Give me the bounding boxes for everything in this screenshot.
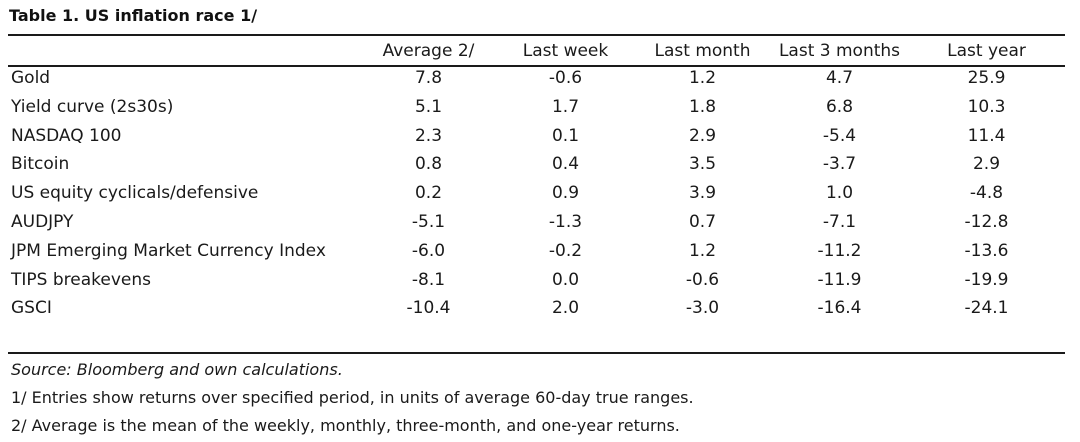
value-cell: 0.8	[414, 154, 443, 175]
value-cell: -11.2	[817, 240, 862, 261]
value-cell: 25.9	[967, 68, 1006, 88]
value-cell: 0.4	[551, 154, 580, 175]
value-cell: 4.7	[825, 68, 854, 88]
footnote-2: 2/ Average is the mean of the weekly, mo…	[11, 416, 680, 435]
column-header: Average 2/	[382, 41, 475, 61]
value-cell: -16.4	[817, 298, 862, 319]
value-cell: -10.4	[406, 298, 451, 319]
value-cell: -4.8	[969, 183, 1004, 204]
value-cell: -12.8	[964, 211, 1009, 232]
value-cell: -24.1	[964, 298, 1009, 319]
value-cell: -13.6	[964, 240, 1009, 261]
value-cell: -19.9	[964, 269, 1009, 290]
footnote-1: 1/ Entries show returns over specified p…	[11, 388, 694, 407]
row-label: Bitcoin	[11, 154, 70, 175]
value-cell: -0.2	[548, 240, 583, 261]
value-cell: 11.4	[967, 125, 1006, 146]
value-cell: 3.5	[688, 154, 717, 175]
value-cell: 2.9	[972, 154, 1001, 175]
row-label: TIPS breakevens	[11, 269, 151, 290]
header-label-cell	[8, 38, 360, 64]
value-cell: 1.2	[688, 68, 717, 88]
table-row: US equity cyclicals/defensive 0.2 0.9 3.9 1.…	[8, 179, 1065, 208]
value-cell: 3.9	[688, 183, 717, 204]
value-cell: -0.6	[685, 269, 720, 290]
value-cell: 1.0	[825, 183, 854, 204]
value-cell: 10.3	[967, 96, 1006, 117]
value-cell: -6.0	[411, 240, 446, 261]
source-note: Source: Bloomberg and own calculations.	[11, 360, 343, 379]
table-row: Yield curve (2s30s) 5.1 1.7 1.8 6.8 10.3	[8, 93, 1065, 122]
table-row: AUDJPY -5.1 -1.3 0.7 -7.1 -12.8	[8, 208, 1065, 237]
row-label: AUDJPY	[11, 211, 74, 232]
value-cell: 7.8	[414, 68, 443, 88]
value-cell: 6.8	[825, 96, 854, 117]
value-cell: -7.1	[822, 211, 857, 232]
table-row: JPM Emerging Market Currency Index -6.0 -0…	[8, 237, 1065, 266]
value-cell: 5.1	[414, 96, 443, 117]
value-cell: -1.3	[548, 211, 583, 232]
value-cell: -3.7	[822, 154, 857, 175]
row-label: Gold	[11, 68, 51, 88]
header-rule	[8, 65, 1065, 67]
header-row: Average 2/ Last week Last month Last 3 m…	[8, 38, 1065, 64]
data-table: Average 2/ Last week Last month Last 3 m…	[8, 38, 1065, 323]
table-row: NASDAQ 100 2.3 0.1 2.9 -5.4 11.4	[8, 122, 1065, 151]
table-row: Gold 7.8 -0.6 1.2 4.7 25.9	[8, 64, 1065, 93]
value-cell: 0.2	[414, 183, 443, 204]
table-row: Bitcoin 0.8 0.4 3.5 -3.7 2.9	[8, 150, 1065, 179]
row-label: Yield curve (2s30s)	[11, 96, 174, 117]
column-header: Last 3 months	[778, 41, 901, 61]
value-cell: 2.0	[551, 298, 580, 319]
row-label: US equity cyclicals/defensive	[11, 183, 259, 204]
value-cell: 0.9	[551, 183, 580, 204]
table-row: TIPS breakevens -8.1 0.0 -0.6 -11.9 -19.9	[8, 266, 1065, 295]
row-label: GSCI	[11, 298, 52, 319]
bottom-rule	[8, 352, 1065, 354]
value-cell: 1.8	[688, 96, 717, 117]
value-cell: 0.0	[551, 269, 580, 290]
value-cell: -5.4	[822, 125, 857, 146]
table-title: Table 1. US inflation race 1/	[9, 6, 258, 25]
value-cell: 1.7	[551, 96, 580, 117]
row-label: NASDAQ 100	[11, 125, 122, 146]
value-cell: 2.9	[688, 125, 717, 146]
value-cell: -3.0	[685, 298, 720, 319]
value-cell: 0.7	[688, 211, 717, 232]
value-cell: -11.9	[817, 269, 862, 290]
column-header: Last month	[654, 41, 751, 61]
value-cell: 0.1	[551, 125, 580, 146]
value-cell: -8.1	[411, 269, 446, 290]
value-cell: 1.2	[688, 240, 717, 261]
top-rule	[8, 34, 1065, 36]
value-cell: -5.1	[411, 211, 446, 232]
value-cell: -0.6	[548, 68, 583, 88]
row-label: JPM Emerging Market Currency Index	[11, 240, 326, 261]
column-header: Last year	[947, 41, 1026, 61]
table-row: GSCI -10.4 2.0 -3.0 -16.4 -24.1	[8, 294, 1065, 323]
column-header: Last week	[522, 41, 609, 61]
value-cell: 2.3	[414, 125, 443, 146]
